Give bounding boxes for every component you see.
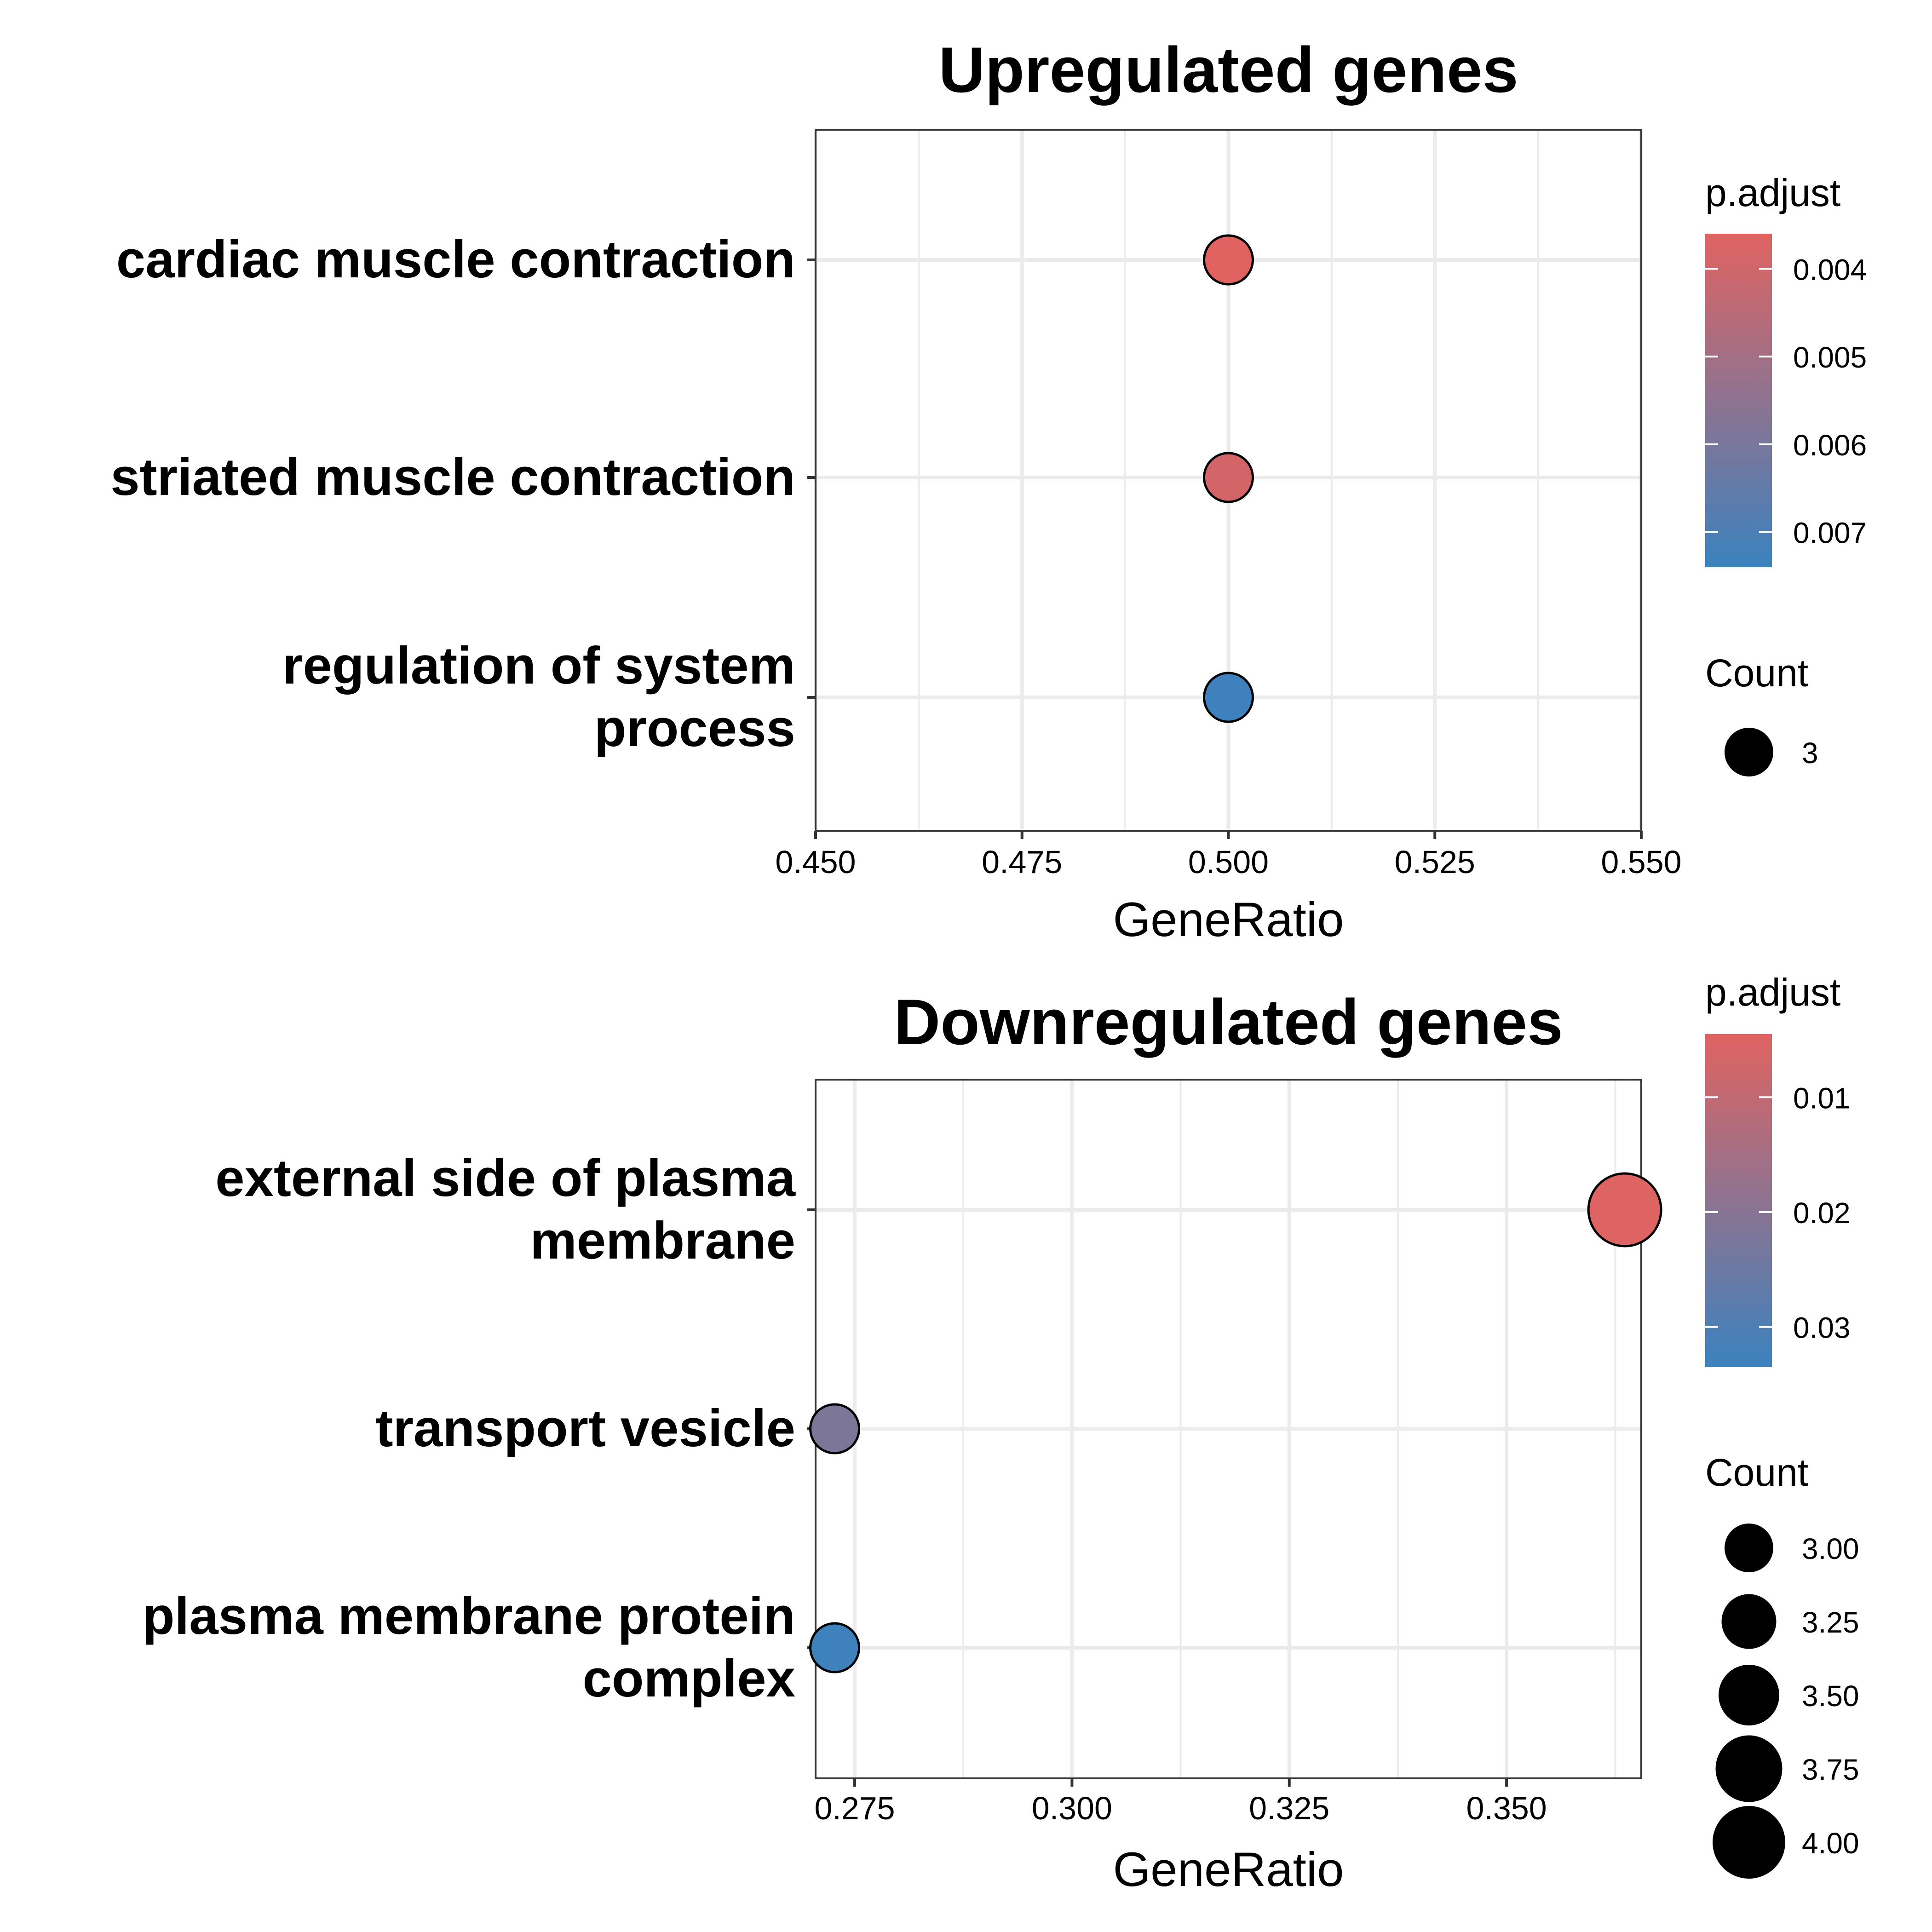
colorbar: [1705, 234, 1772, 567]
colorbar-label: 0.03: [1793, 1311, 1851, 1345]
category-label: transport vesicle: [376, 1399, 795, 1458]
x-tick-label: 0.525: [1395, 844, 1475, 880]
colorbar-label: 0.005: [1793, 341, 1867, 374]
size-legend-label: 3.00: [1802, 1532, 1859, 1565]
x-tick-label: 0.300: [1032, 1790, 1112, 1826]
colorbar-label: 0.007: [1793, 517, 1867, 550]
colorbar-title: p.adjust: [1705, 971, 1840, 1014]
colorbar-label: 0.01: [1793, 1081, 1851, 1115]
size-legend-label: 3.75: [1802, 1753, 1859, 1786]
size-legend-key: [1713, 1806, 1785, 1879]
size-legend-key: [1715, 1735, 1782, 1802]
data-point: [1203, 234, 1254, 286]
size-legend-key: [1721, 1594, 1777, 1649]
x-tick-label: 0.500: [1188, 844, 1269, 880]
category-label: complex: [582, 1650, 795, 1708]
size-legend-title: Count: [1705, 651, 1808, 695]
chart-title: Upregulated genes: [938, 34, 1518, 106]
x-tick-label: 0.475: [982, 844, 1062, 880]
data-point: [1203, 452, 1254, 503]
colorbar: [1705, 1034, 1772, 1367]
colorbar-label: 0.006: [1793, 429, 1867, 462]
size-legend-key: [1725, 1524, 1773, 1572]
colorbar-title: p.adjust: [1705, 171, 1840, 214]
data-point: [809, 1622, 861, 1673]
size-legend-key: [1725, 728, 1773, 776]
category-label: striated muscle contraction: [110, 448, 795, 506]
x-tick-label: 0.550: [1601, 844, 1681, 880]
x-tick-label: 0.275: [814, 1790, 895, 1826]
data-point: [809, 1403, 861, 1455]
size-legend-label: 3: [1802, 736, 1818, 770]
x-tick-label: 0.350: [1466, 1790, 1547, 1826]
size-legend-key: [1719, 1665, 1779, 1725]
colorbar-label: 0.004: [1793, 253, 1867, 286]
size-legend-title: Count: [1705, 1451, 1808, 1494]
size-legend-label: 3.50: [1802, 1679, 1859, 1713]
size-legend-label: 4.00: [1802, 1827, 1859, 1860]
x-axis-title: GeneRatio: [1113, 893, 1344, 947]
x-tick-label: 0.325: [1249, 1790, 1329, 1826]
category-label: external side of plasma: [215, 1149, 796, 1208]
data-point: [1203, 672, 1254, 723]
panel-downregulated: Downregulated genes 0.275 0.300 0.325 0.350 G…: [143, 971, 1859, 1897]
category-label: regulation of system: [282, 637, 795, 695]
category-label: plasma membrane protein: [143, 1587, 795, 1645]
chart-title: Downregulated genes: [894, 986, 1563, 1058]
category-label: membrane: [530, 1212, 795, 1270]
x-axis-title: GeneRatio: [1113, 1843, 1344, 1897]
panel-upregulated: Upregulated genes 0.450 0.475 0.500 0.525 0.5…: [110, 34, 1867, 947]
size-legend-label: 3.25: [1802, 1606, 1859, 1639]
colorbar-label: 0.02: [1793, 1196, 1851, 1230]
category-label: process: [594, 699, 795, 758]
data-point: [1587, 1172, 1662, 1248]
category-label: cardiac muscle contraction: [116, 230, 795, 289]
x-tick-label: 0.450: [775, 844, 856, 880]
